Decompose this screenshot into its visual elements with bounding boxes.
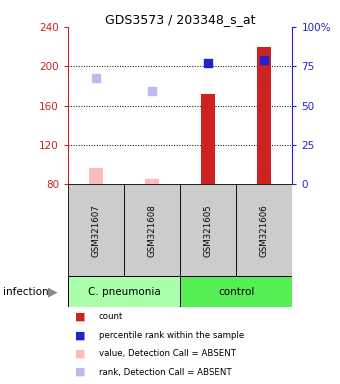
Text: GSM321605: GSM321605 xyxy=(204,204,213,257)
Point xyxy=(261,57,267,63)
Text: GSM321607: GSM321607 xyxy=(91,204,101,257)
Text: ■: ■ xyxy=(75,367,85,377)
Text: value, Detection Call = ABSENT: value, Detection Call = ABSENT xyxy=(99,349,236,358)
Point xyxy=(149,88,155,94)
Bar xyxy=(124,184,180,276)
Bar xyxy=(180,184,236,276)
Text: GSM321608: GSM321608 xyxy=(148,204,157,257)
Text: C. pneumonia: C. pneumonia xyxy=(88,287,160,297)
Point xyxy=(93,75,99,81)
Text: ■: ■ xyxy=(75,312,85,322)
Text: count: count xyxy=(99,312,123,321)
Point xyxy=(205,60,211,66)
Bar xyxy=(201,94,215,184)
Bar xyxy=(68,184,124,276)
Text: rank, Detection Call = ABSENT: rank, Detection Call = ABSENT xyxy=(99,367,231,377)
Bar xyxy=(145,179,159,184)
Bar xyxy=(236,184,292,276)
Text: percentile rank within the sample: percentile rank within the sample xyxy=(99,331,244,340)
Text: GDS3573 / 203348_s_at: GDS3573 / 203348_s_at xyxy=(105,13,255,26)
Bar xyxy=(180,276,292,307)
Text: infection: infection xyxy=(3,287,49,297)
Bar xyxy=(89,167,103,184)
Text: control: control xyxy=(218,287,254,297)
Text: GSM321606: GSM321606 xyxy=(260,204,269,257)
Text: ■: ■ xyxy=(75,330,85,340)
Bar xyxy=(68,276,180,307)
Text: ■: ■ xyxy=(75,349,85,359)
Text: ▶: ▶ xyxy=(48,285,57,298)
Bar xyxy=(257,46,271,184)
